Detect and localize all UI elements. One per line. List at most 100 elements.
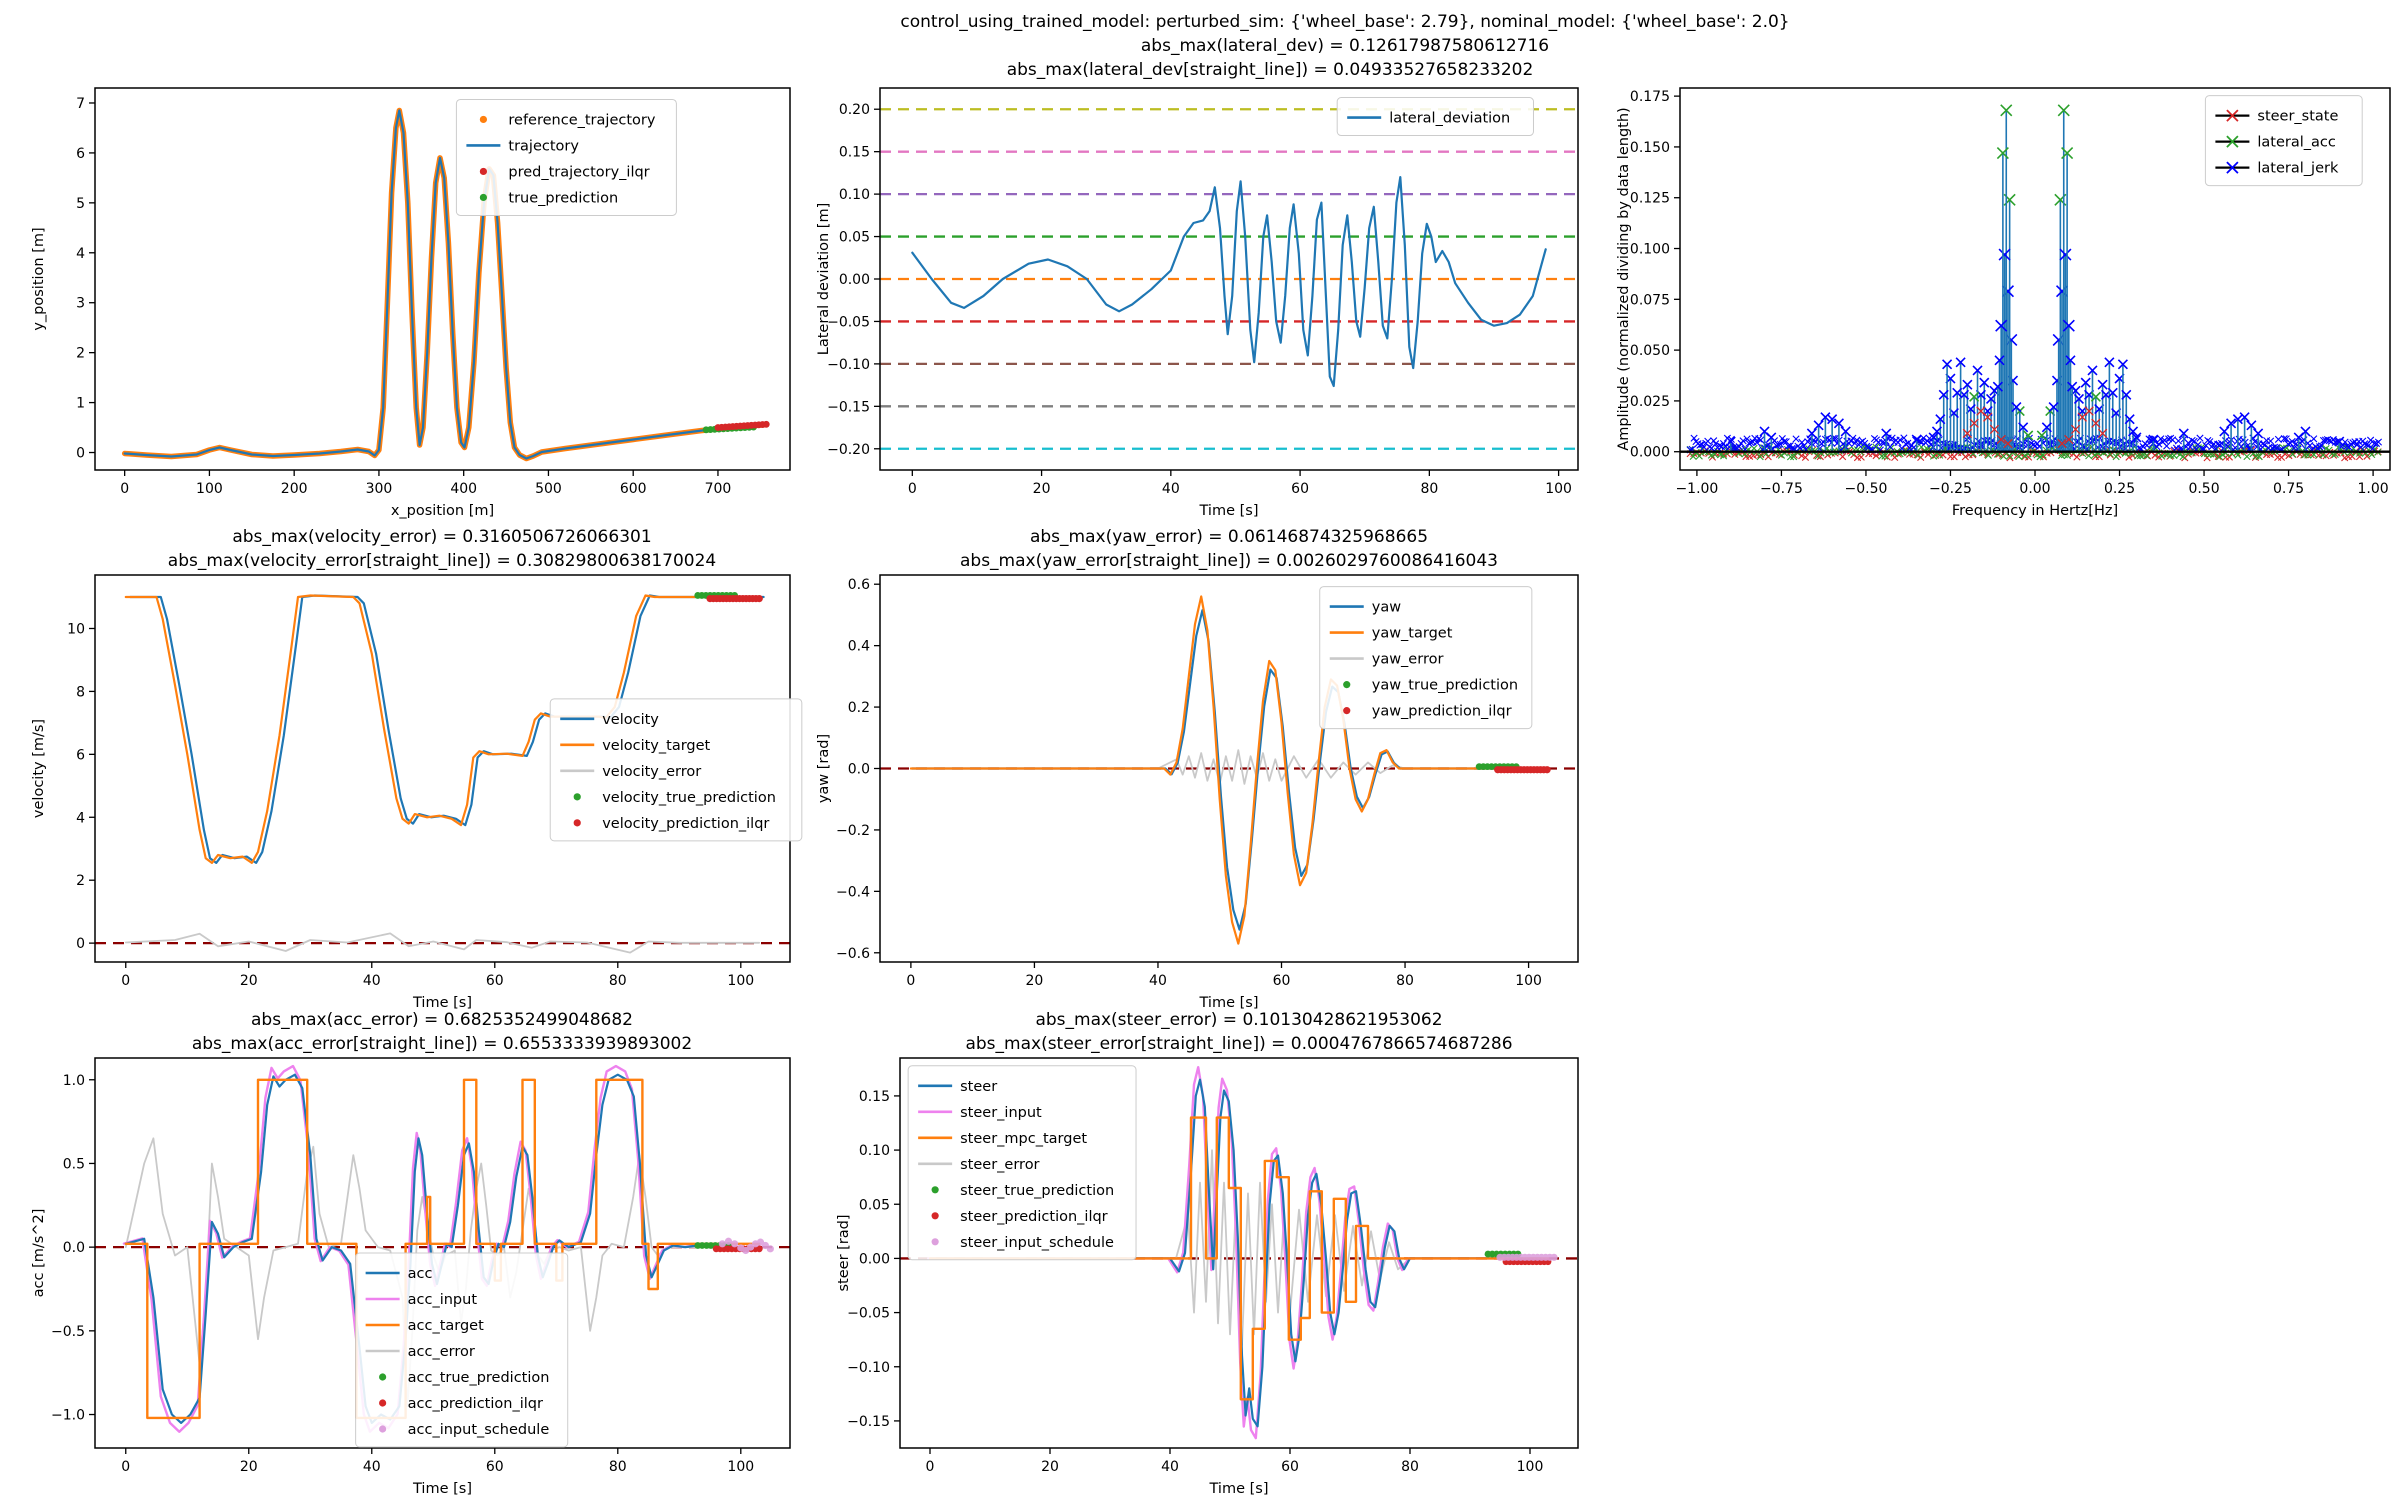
svg-text:8: 8 [76, 684, 85, 700]
svg-text:100: 100 [727, 973, 754, 989]
yaw_prediction_ilqr [1494, 766, 1551, 774]
main-stems [1992, 104, 2078, 452]
svg-text:0.20: 0.20 [839, 102, 870, 118]
svg-text:−0.05: −0.05 [827, 314, 870, 330]
acc_target [124, 1078, 761, 1420]
svg-text:7: 7 [76, 96, 85, 112]
svg-text:60: 60 [1281, 1459, 1299, 1475]
svg-text:6: 6 [76, 747, 85, 763]
yaw_error [910, 749, 1548, 785]
acc_input_schedule [718, 1237, 774, 1255]
lateral-deviation-plot-legend: lateral_deviation [1336, 97, 1534, 137]
svg-text:acc: acc [408, 1266, 433, 1282]
svg-text:−1.00: −1.00 [1675, 481, 1718, 497]
svg-text:600: 600 [620, 481, 647, 497]
steer_mpc_target [928, 1116, 1550, 1401]
svg-text:0.2: 0.2 [848, 700, 870, 716]
figure-title-line-2: abs_max(lateral_dev) = 0.126179875806127… [1140, 36, 1550, 56]
svg-text:20: 20 [1033, 481, 1051, 497]
svg-text:−0.25: −0.25 [1929, 481, 1972, 497]
svg-text:acc_target: acc_target [408, 1318, 484, 1334]
lateral-deviation-plot-axis-labels: 0 20 40 60 80 100 −0.20 −0.15 −0.10 −0.05 0.00 0.05… [816, 102, 1572, 519]
svg-text:−0.15: −0.15 [847, 1414, 890, 1430]
svg-text:0.05: 0.05 [839, 230, 870, 246]
svg-text:60: 60 [1291, 481, 1309, 497]
velocity-plot-title-line-2: abs_max(velocity_error[straight_line]) =… [167, 551, 717, 571]
svg-text:500: 500 [535, 481, 562, 497]
svg-text:yaw_target: yaw_target [1372, 626, 1453, 642]
svg-text:lateral_acc: lateral_acc [2257, 135, 2336, 151]
svg-text:−0.5: −0.5 [51, 1324, 85, 1340]
steer_input_schedule [1496, 1253, 1558, 1261]
acc-axes-box [94, 1057, 791, 1449]
svg-text:Lateral deviation [m]: Lateral deviation [m] [816, 203, 832, 356]
svg-text:steer_prediction_ilqr: steer_prediction_ilqr [960, 1209, 1108, 1225]
svg-text:Time [s]: Time [s] [1199, 995, 1259, 1011]
svg-text:0.05: 0.05 [859, 1197, 890, 1213]
svg-text:Time [s]: Time [s] [1199, 503, 1259, 519]
svg-text:Time [s]: Time [s] [1209, 1481, 1269, 1497]
svg-text:velocity_prediction_ilqr: velocity_prediction_ilqr [602, 816, 769, 832]
svg-text:0: 0 [76, 936, 85, 952]
trajectory-plot-axis-labels: 0 100 200 300 400 500 600 700 0 1 2 3 4 5 6 7 x_position… [31, 96, 731, 519]
svg-text:−0.75: −0.75 [1760, 481, 1803, 497]
svg-text:velocity [m/s]: velocity [m/s] [31, 719, 47, 818]
svg-text:0.10: 0.10 [859, 1143, 890, 1159]
steer-axes-box [899, 1057, 1579, 1449]
svg-text:steer_state: steer_state [2257, 109, 2338, 125]
svg-text:700: 700 [705, 481, 732, 497]
svg-text:0.15: 0.15 [859, 1089, 890, 1105]
figure-title-line-1: control_using_trained_model: perturbed_s… [900, 12, 1790, 32]
svg-text:60: 60 [486, 973, 504, 989]
trajectory-plot: 0 100 200 300 400 500 600 700 0 1 2 3 4 5 6 7 x_position… [31, 87, 791, 519]
svg-text:x_position [m]: x_position [m] [391, 503, 494, 519]
yaw-plot: 0 20 40 60 80 100 −0.6 −0.4 −0.2 0.0 0.2 0.4 0.6 Time… [816, 574, 1579, 1011]
svg-text:−0.50: −0.50 [1844, 481, 1887, 497]
svg-text:Frequency in Hertz[Hz]: Frequency in Hertz[Hz] [1952, 503, 2118, 519]
svg-text:200: 200 [281, 481, 308, 497]
svg-text:−0.10: −0.10 [847, 1360, 890, 1376]
figure-title-line-3: abs_max(lateral_dev[straight_line]) = 0.… [1006, 60, 1534, 80]
svg-text:y_position [m]: y_position [m] [31, 227, 47, 330]
svg-text:3: 3 [76, 296, 85, 312]
svg-text:0.150: 0.150 [1630, 140, 1670, 156]
acc-plot: 0 20 40 60 80 100 −1.0 −0.5 0.0 0.5 1.0 Time [s] acc… [31, 1057, 791, 1497]
acc-plot-legend: acc acc_input acc_target acc_error acc_true_… [355, 1252, 569, 1448]
svg-text:yaw_prediction_ilqr: yaw_prediction_ilqr [1372, 704, 1512, 720]
svg-text:lateral_jerk: lateral_jerk [2257, 161, 2339, 177]
svg-text:steer_error: steer_error [960, 1157, 1039, 1173]
trajectory [123, 109, 768, 460]
svg-text:0.0: 0.0 [63, 1240, 85, 1256]
svg-text:acc_prediction_ilqr: acc_prediction_ilqr [408, 1396, 543, 1412]
svg-text:−0.10: −0.10 [827, 357, 870, 373]
svg-text:0: 0 [908, 481, 917, 497]
svg-text:0.15: 0.15 [839, 145, 870, 161]
svg-text:10: 10 [67, 621, 85, 637]
lateral_deviation [911, 176, 1547, 388]
svg-text:400: 400 [450, 481, 477, 497]
svg-text:0: 0 [120, 481, 129, 497]
yaw-plot-title-line-1: abs_max(yaw_error) = 0.06146874325968665 [1029, 527, 1429, 547]
svg-text:steer_input: steer_input [960, 1105, 1042, 1121]
svg-text:300: 300 [366, 481, 393, 497]
steer-plot-axis-labels: 0 20 40 60 80 100 −0.15 −0.10 −0.05 0.00 0.05 0.10 0… [836, 1089, 1543, 1497]
steer-plot: 0 20 40 60 80 100 −0.15 −0.10 −0.05 0.00 0.05 0.10 0… [836, 1057, 1579, 1497]
svg-text:2: 2 [76, 873, 85, 889]
svg-text:0: 0 [121, 973, 130, 989]
svg-text:1.00: 1.00 [2358, 481, 2389, 497]
svg-text:80: 80 [609, 973, 627, 989]
yaw-plot-axis-labels: 0 20 40 60 80 100 −0.6 −0.4 −0.2 0.0 0.2 0.4 0.6 Time… [816, 577, 1542, 1011]
svg-text:0.4: 0.4 [848, 639, 870, 655]
svg-text:4: 4 [76, 810, 85, 826]
svg-text:0.125: 0.125 [1630, 191, 1670, 207]
svg-text:1: 1 [76, 396, 85, 412]
svg-text:velocity: velocity [602, 712, 659, 728]
svg-text:40: 40 [1149, 973, 1167, 989]
svg-text:reference_trajectory: reference_trajectory [508, 112, 655, 128]
velocity-plot-title-line-1: abs_max(velocity_error) = 0.316050672606… [232, 527, 652, 547]
svg-text:velocity_target: velocity_target [602, 738, 710, 754]
velocity-plot: 0 20 40 60 80 100 0 2 4 6 8 10 Time [s] velocity [m/s… [31, 574, 803, 1011]
svg-text:0.00: 0.00 [839, 272, 870, 288]
svg-text:0.75: 0.75 [2273, 481, 2304, 497]
